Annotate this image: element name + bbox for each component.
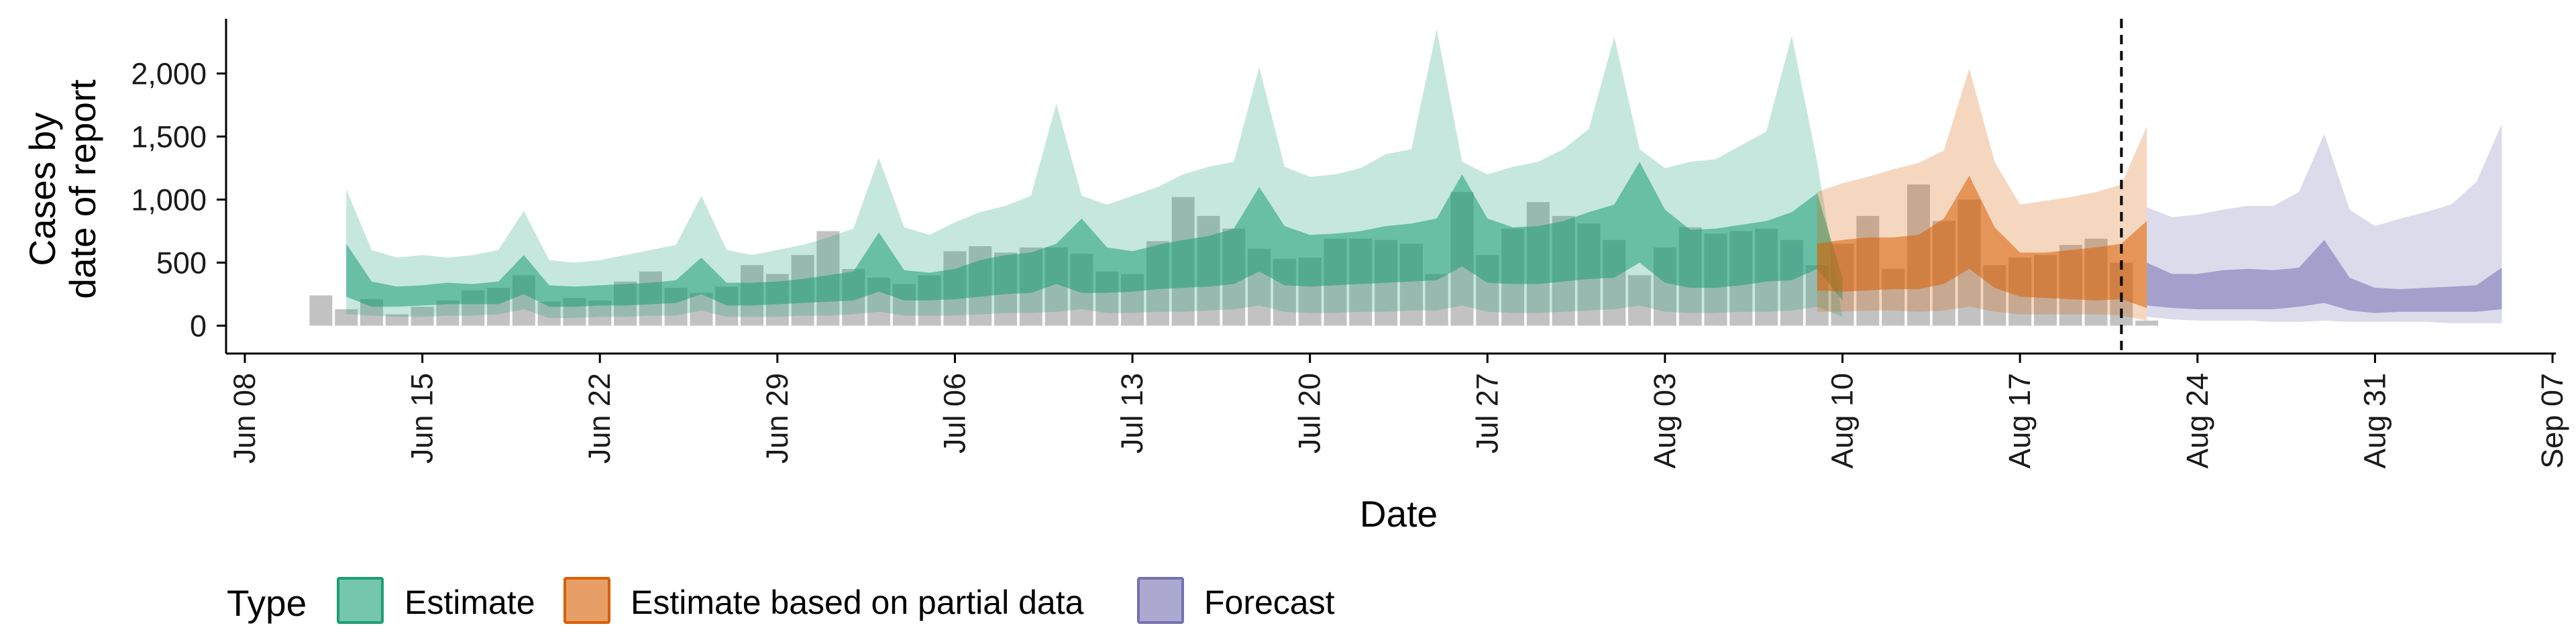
legend-item-estimate: Estimate xyxy=(337,577,535,624)
x-tick-label: Aug 10 xyxy=(1825,373,1860,469)
forecast-inner-band xyxy=(2147,239,2502,313)
y-axis-title-line-1: Cases by xyxy=(21,112,63,266)
reported-cases-bar xyxy=(1425,274,1448,326)
reported-cases-bar xyxy=(1628,275,1652,326)
y-tick-label: 2,000 xyxy=(131,57,207,91)
x-tick-label: Jul 13 xyxy=(1115,373,1149,453)
reported-cases-bar xyxy=(2135,320,2159,326)
plot-area xyxy=(309,19,2502,350)
y-axis-title: Cases by date of report xyxy=(21,79,103,299)
legend-item-partial: Estimate based on partial data xyxy=(564,577,1084,624)
x-tick-label: Jun 15 xyxy=(405,373,439,464)
y-axis-title-line-2: date of report xyxy=(62,79,103,299)
reported-cases-bar xyxy=(385,314,409,326)
partial-estimate-inner-band xyxy=(1817,175,2147,309)
legend-label-estimate: Estimate xyxy=(405,584,535,621)
estimate-inner-band xyxy=(346,162,1843,307)
x-tick-label: Jun 22 xyxy=(582,373,616,464)
reported-cases-bar xyxy=(436,300,460,326)
legend-swatch-partial xyxy=(564,577,610,624)
axes: 0 500 1,000 1,500 2,000 Jun 08 Jun 15 Jun 22 Jun… xyxy=(131,19,2569,469)
x-tick-label: Jul 20 xyxy=(1293,373,1327,453)
legend-swatch-forecast xyxy=(1137,577,1184,624)
reported-cases-bar xyxy=(690,292,713,326)
y-tick-label: 1,000 xyxy=(131,183,207,217)
x-tick-label: Aug 31 xyxy=(2357,373,2392,469)
y-tick-label: 0 xyxy=(190,309,207,343)
reported-cases-bar xyxy=(309,295,333,326)
x-tick-label: Aug 24 xyxy=(2180,373,2214,469)
x-tick-label: Sep 07 xyxy=(2535,373,2569,469)
y-tick-label: 1,500 xyxy=(131,120,207,154)
legend: Type Estimate Estimate based on partial … xyxy=(227,577,1335,624)
y-tick-label: 500 xyxy=(156,246,207,280)
reported-cases-bar xyxy=(335,309,358,326)
x-tick-label: Jul 27 xyxy=(1470,373,1504,453)
x-tick-label: Aug 17 xyxy=(2002,373,2037,469)
legend-label-partial: Estimate based on partial data xyxy=(631,584,1084,621)
legend-swatch-estimate xyxy=(337,577,384,624)
x-tick-label: Jul 06 xyxy=(937,373,971,453)
legend-title: Type xyxy=(227,582,307,624)
legend-label-forecast: Forecast xyxy=(1204,584,1335,621)
x-tick-label: Aug 03 xyxy=(1648,373,1682,469)
x-axis-title: Date xyxy=(1360,493,1438,535)
reported-cases-bar xyxy=(411,307,434,326)
x-tick-label: Jun 29 xyxy=(760,373,794,464)
x-tick-label: Jun 08 xyxy=(227,373,262,464)
legend-item-forecast: Forecast xyxy=(1137,577,1335,624)
